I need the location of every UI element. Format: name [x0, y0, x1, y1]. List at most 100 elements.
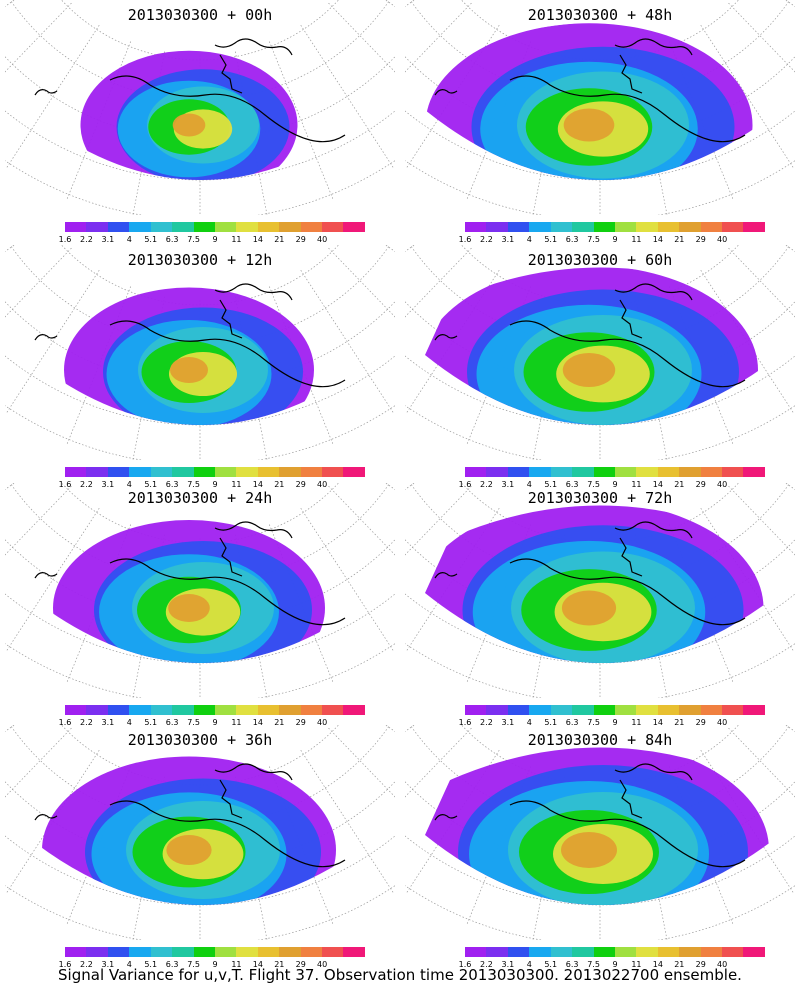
colorbar-swatch — [129, 705, 151, 715]
panel-title: 2013030300 + 00h — [127, 6, 273, 24]
colorbar-swatch — [486, 467, 508, 477]
colorbar-tick-label: 9 — [612, 235, 618, 244]
figure-caption: Signal Variance for u,v,T. Flight 37. Ob… — [58, 966, 742, 984]
panel-title: 2013030300 + 84h — [527, 731, 673, 749]
colorbar-tick-label: 4 — [526, 718, 532, 727]
colorbar-swatch — [65, 222, 87, 232]
colorbar-swatch — [722, 467, 744, 477]
colorbar-tick-label: 14 — [652, 235, 663, 244]
colorbar-swatch — [300, 467, 323, 477]
colorbar-swatch — [657, 467, 680, 477]
colorbar-tick-label: 6.3 — [165, 960, 179, 969]
panel-title: 2013030300 + 12h — [127, 251, 273, 269]
colorbar-swatch — [86, 222, 108, 232]
colorbar-swatch — [236, 467, 258, 477]
polar-map — [405, 483, 795, 698]
colorbar-swatch — [550, 705, 573, 715]
colorbar-swatch — [65, 467, 87, 477]
colorbar-swatch — [465, 705, 487, 715]
colorbar-tick-label: 1.6 — [458, 960, 472, 969]
colorbar-swatch — [529, 947, 551, 957]
colorbar-tick-label: 11 — [231, 718, 242, 727]
colorbar-swatch — [279, 947, 301, 957]
colorbar-swatch — [257, 947, 280, 957]
colorbar-swatch — [679, 947, 701, 957]
colorbar-swatch — [150, 222, 173, 232]
colorbar-swatch — [129, 467, 151, 477]
colorbar-tick-label: 4 — [126, 960, 132, 969]
colorbar-swatch — [507, 947, 530, 957]
colorbar-swatch — [679, 467, 701, 477]
colorbar-tick-label: 6.3 — [565, 718, 579, 727]
colorbar-swatch — [279, 222, 301, 232]
colorbar-swatch — [322, 222, 344, 232]
colorbar-swatch — [214, 705, 237, 715]
colorbar-tick-label: 11 — [631, 235, 642, 244]
colorbar-swatch — [679, 705, 701, 715]
colorbar-tick-label: 3.1 — [101, 480, 115, 489]
variance-field — [425, 505, 764, 663]
colorbar-tick-label: 6.3 — [565, 235, 579, 244]
colorbar-swatch — [486, 947, 508, 957]
polar-map — [405, 0, 795, 215]
colorbar-swatch — [193, 705, 215, 715]
colorbar-tick-label: 40 — [717, 480, 728, 489]
colorbar-tick-label: 3.1 — [101, 960, 115, 969]
variance-field — [53, 520, 325, 663]
colorbar-labels: 1.6 2.2 3.1 4 5.1 6.3 7.5 9 11 14 21 29 40 — [59, 960, 365, 970]
colorbar-tick-label: 1.6 — [458, 235, 472, 244]
colorbar-tick-label: 6.3 — [565, 480, 579, 489]
colorbar-tick-label: 6.3 — [165, 718, 179, 727]
colorbar-labels: 1.6 2.2 3.1 4 5.1 6.3 7.5 9 11 14 21 29 40 — [459, 480, 765, 490]
colorbar-swatch — [614, 705, 637, 715]
colorbar-swatch — [486, 222, 508, 232]
map-panel: 2013030300 + 48h 1.6 2.2 3.1 4 5.1 6.3 7.5 9 11 14… — [405, 0, 795, 245]
colorbar-tick-label: 6.3 — [565, 960, 579, 969]
colorbar-swatch — [150, 705, 173, 715]
colorbar-swatch — [743, 467, 765, 477]
colorbar-tick-label: 29 — [295, 960, 306, 969]
colorbar-tick-label: 5.1 — [544, 960, 558, 969]
map-panel: 2013030300 + 36h 1.6 2.2 3.1 4 5.1 6.3 7.5 9 11 14… — [5, 725, 395, 970]
colorbar-tick-label: 29 — [295, 480, 306, 489]
colorbar-tick-label: 40 — [717, 960, 728, 969]
colorbar-swatch — [593, 467, 615, 477]
colorbar-swatch — [300, 947, 323, 957]
colorbar-tick-label: 40 — [317, 480, 328, 489]
colorbar-tick-label: 29 — [695, 960, 706, 969]
colorbar-tick-label: 2.2 — [80, 480, 93, 489]
coastlines — [434, 283, 746, 388]
panel-title: 2013030300 + 60h — [527, 251, 673, 269]
colorbar-swatch — [614, 222, 637, 232]
colorbar-swatch — [257, 467, 280, 477]
colorbar-swatch — [343, 467, 365, 477]
colorbar-tick-label: 2.2 — [480, 235, 493, 244]
colorbar-swatch — [486, 705, 508, 715]
colorbar-swatch — [550, 222, 573, 232]
colorbar-swatch — [636, 705, 658, 715]
colorbar-tick-label: 14 — [252, 718, 263, 727]
colorbar-tick-label: 29 — [295, 718, 306, 727]
colorbar-swatch — [636, 467, 658, 477]
colorbar-swatch — [86, 705, 108, 715]
colorbar-tick-label: 21 — [674, 960, 685, 969]
colorbar-swatch — [657, 222, 680, 232]
colorbar-tick-label: 6.3 — [165, 480, 179, 489]
colorbar-tick-label: 5.1 — [144, 480, 158, 489]
colorbar-swatch — [700, 467, 723, 477]
map-panel: 2013030300 + 60h 1.6 2.2 3.1 4 5.1 6.3 7.5 9 11 14… — [405, 245, 795, 490]
colorbar-tick-label: 9 — [212, 235, 218, 244]
coastlines — [34, 38, 346, 143]
colorbar-swatch — [657, 947, 680, 957]
colorbar-tick-label: 5.1 — [144, 235, 158, 244]
colorbar-swatch — [507, 222, 530, 232]
colorbar-tick-label: 11 — [631, 960, 642, 969]
colorbar-swatch — [614, 947, 637, 957]
colorbar-tick-label: 21 — [274, 718, 285, 727]
colorbar-swatch — [343, 705, 365, 715]
colorbar-swatch — [322, 467, 344, 477]
colorbar-swatch — [107, 222, 130, 232]
colorbar-swatch — [529, 467, 551, 477]
colorbar-labels: 1.6 2.2 3.1 4 5.1 6.3 7.5 9 11 14 21 29 40 — [59, 235, 365, 245]
coastlines — [434, 521, 746, 626]
